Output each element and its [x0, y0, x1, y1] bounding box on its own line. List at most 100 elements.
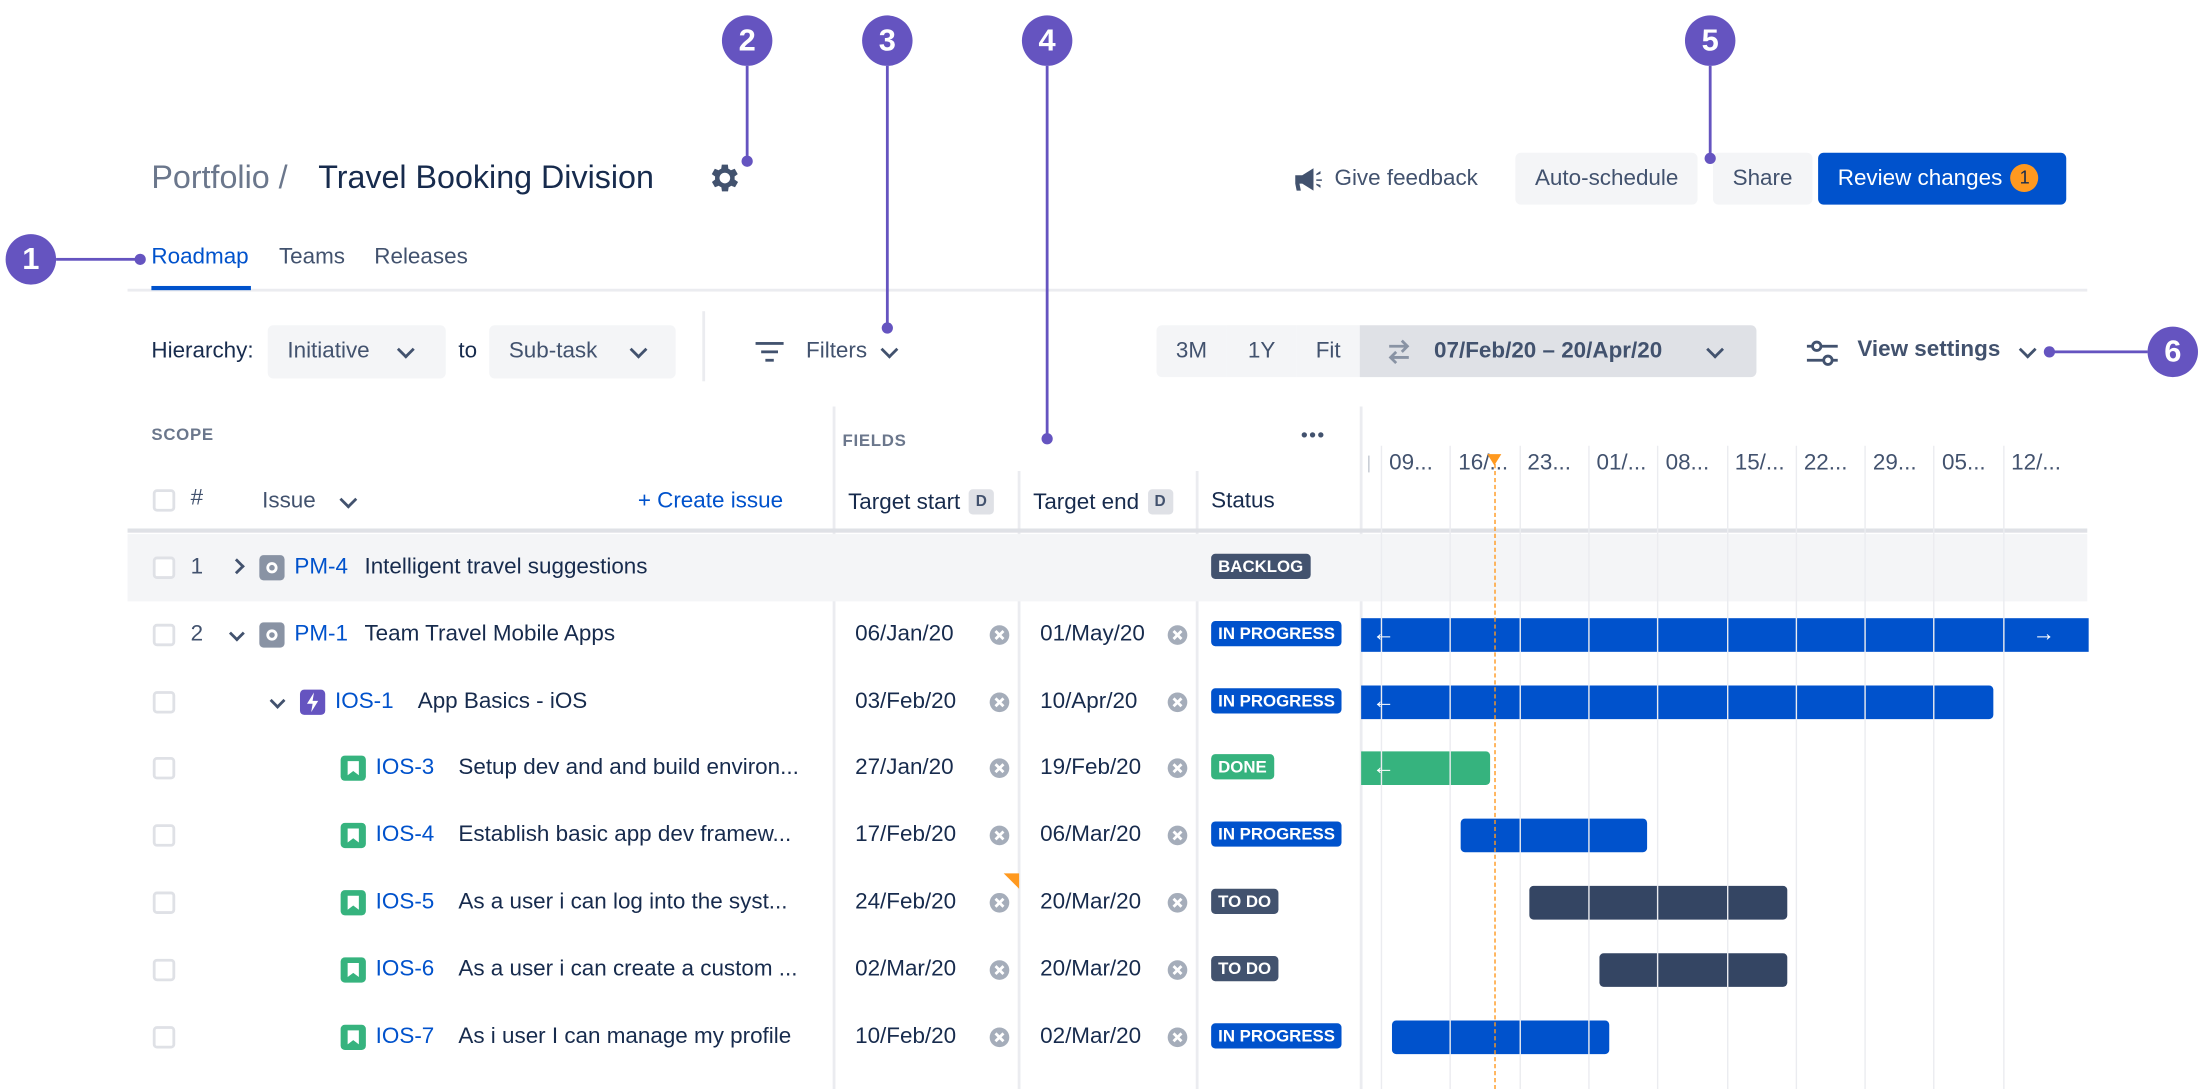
issue-key-link[interactable]: IOS-6 [375, 957, 435, 981]
clear-date-icon[interactable] [989, 1026, 1010, 1047]
target-start-value[interactable]: 10/Feb/20 [855, 1024, 957, 1048]
target-end-value[interactable]: 20/Mar/20 [1040, 890, 1142, 914]
row-checkbox[interactable] [152, 757, 176, 780]
tab-roadmap[interactable]: Roadmap [151, 245, 249, 270]
clear-date-icon[interactable] [1167, 959, 1188, 980]
clear-date-icon[interactable] [1167, 758, 1188, 779]
target-end-value[interactable]: 19/Feb/20 [1040, 756, 1142, 780]
row-checkbox[interactable] [152, 556, 176, 579]
arrow-left-icon: ← [1372, 756, 1395, 780]
issue-summary[interactable]: Intelligent travel suggestions [364, 555, 648, 579]
arrow-right-icon: → [2032, 622, 2056, 646]
timeline-bar[interactable] [1391, 1019, 1610, 1054]
status-lozenge[interactable]: TO DO [1211, 888, 1279, 914]
timeline-bar[interactable]: ← [1361, 751, 1491, 786]
row-checkbox[interactable] [152, 824, 176, 847]
clear-date-icon[interactable] [1167, 691, 1188, 712]
status-lozenge[interactable]: IN PROGRESS [1211, 1022, 1343, 1048]
target-end-value[interactable]: 01/May/20 [1040, 622, 1145, 646]
chevron-down-icon [1706, 340, 1725, 359]
row-checkbox[interactable] [152, 958, 176, 981]
target-start-value[interactable]: 06/Jan/20 [855, 622, 954, 646]
issue-summary[interactable]: Team Travel Mobile Apps [364, 622, 616, 646]
target-start-value[interactable]: 24/Feb/20 [855, 890, 957, 914]
clear-date-icon[interactable] [1167, 1026, 1188, 1047]
issue-key-link[interactable]: IOS-3 [375, 756, 435, 780]
callout-dot [1704, 152, 1716, 165]
status-lozenge[interactable]: TO DO [1211, 955, 1279, 981]
view-settings-button[interactable]: View settings [1806, 336, 2044, 370]
row-checkbox[interactable] [152, 623, 176, 646]
status-lozenge[interactable]: IN PROGRESS [1211, 821, 1343, 847]
issue-key-link[interactable]: IOS-7 [375, 1024, 435, 1048]
timeline-column-label: 09... [1389, 451, 1433, 476]
target-start-value[interactable]: 02/Mar/20 [855, 957, 957, 981]
target-start-value[interactable]: 27/Jan/20 [855, 756, 954, 780]
issue-key-link[interactable]: PM-4 [294, 555, 348, 579]
timeline-bar[interactable] [1460, 818, 1648, 853]
status-lozenge[interactable]: BACKLOG [1211, 553, 1311, 579]
chevron-down-icon[interactable] [339, 490, 358, 509]
date-range-picker[interactable]: 07/Feb/20 – 20/Apr/20 [1359, 325, 1757, 378]
give-feedback-button[interactable]: Give feedback [1284, 153, 1497, 205]
target-start-header[interactable]: Target start D [848, 489, 994, 516]
issue-key-link[interactable]: IOS-5 [375, 890, 435, 914]
hierarchy-to-select[interactable]: Sub-task [489, 325, 676, 379]
target-end-value[interactable]: 06/Mar/20 [1040, 823, 1142, 847]
target-end-value[interactable]: 10/Apr/20 [1040, 689, 1138, 713]
target-start-value[interactable]: 03/Feb/20 [855, 689, 957, 713]
auto-schedule-button[interactable]: Auto-schedule [1515, 152, 1698, 205]
status-lozenge[interactable]: DONE [1211, 754, 1274, 780]
issue-summary[interactable]: As a user i can create a custom ... [458, 957, 798, 981]
timeline-bar[interactable] [1599, 952, 1788, 987]
row-checkbox[interactable] [152, 690, 176, 713]
target-start-value[interactable]: 17/Feb/20 [855, 823, 957, 847]
issue-key-link[interactable]: IOS-4 [375, 823, 435, 847]
issue-summary[interactable]: As a user i can log into the syst... [458, 890, 788, 914]
issue-key-link[interactable]: IOS-1 [335, 689, 394, 713]
gear-icon[interactable] [705, 160, 741, 196]
tab-teams[interactable]: Teams [278, 245, 346, 270]
issue-summary[interactable]: Setup dev and and build environ... [458, 756, 799, 780]
filters-button[interactable]: Filters [754, 336, 908, 370]
issue-summary[interactable]: As i user I can manage my profile [458, 1024, 792, 1048]
zoom-fit-button[interactable]: Fit [1296, 325, 1360, 378]
table-row[interactable] [127, 534, 2088, 602]
more-options-icon[interactable]: ••• [1300, 423, 1326, 446]
share-button[interactable]: Share [1712, 152, 1813, 205]
issue-key-link[interactable]: PM-1 [294, 622, 348, 646]
clear-date-icon[interactable] [1167, 825, 1188, 846]
timeline-column-label: 15/... [1734, 451, 1785, 476]
create-issue-button[interactable]: + Create issue [637, 489, 784, 514]
callout-2: 2 [721, 15, 773, 66]
timeline-bar[interactable]: ← [1361, 684, 1994, 719]
issue-summary[interactable]: Establish basic app dev framew... [458, 823, 792, 847]
review-changes-button[interactable]: Review changes 1 [1818, 152, 2067, 205]
issue-header[interactable]: Issue [262, 489, 316, 514]
clear-date-icon[interactable] [989, 892, 1010, 913]
zoom-3m-button[interactable]: 3M [1156, 325, 1227, 378]
hierarchy-from-select[interactable]: Initiative [267, 325, 446, 379]
clear-date-icon[interactable] [1167, 624, 1188, 645]
initiative-issue-icon [259, 555, 285, 581]
clear-date-icon[interactable] [989, 825, 1010, 846]
breadcrumb[interactable]: Portfolio / [151, 158, 288, 195]
target-end-value[interactable]: 20/Mar/20 [1040, 957, 1142, 981]
status-lozenge[interactable]: IN PROGRESS [1211, 620, 1343, 646]
timeline-bar[interactable]: ← → [1361, 617, 2089, 652]
clear-date-icon[interactable] [989, 624, 1010, 645]
timeline-column-label: 08... [1665, 451, 1710, 476]
row-checkbox[interactable] [152, 1025, 176, 1048]
target-end-value[interactable]: 02/Mar/20 [1040, 1024, 1142, 1048]
target-end-header[interactable]: Target end D [1033, 489, 1173, 516]
issue-summary[interactable]: App Basics - iOS [417, 689, 588, 713]
clear-date-icon[interactable] [989, 758, 1010, 779]
clear-date-icon[interactable] [989, 959, 1010, 980]
select-all-checkbox[interactable] [152, 489, 176, 512]
zoom-1y-button[interactable]: 1Y [1226, 325, 1297, 378]
row-checkbox[interactable] [152, 891, 176, 914]
tab-releases[interactable]: Releases [374, 245, 468, 270]
status-lozenge[interactable]: IN PROGRESS [1211, 687, 1343, 713]
clear-date-icon[interactable] [989, 691, 1010, 712]
clear-date-icon[interactable] [1167, 892, 1188, 913]
